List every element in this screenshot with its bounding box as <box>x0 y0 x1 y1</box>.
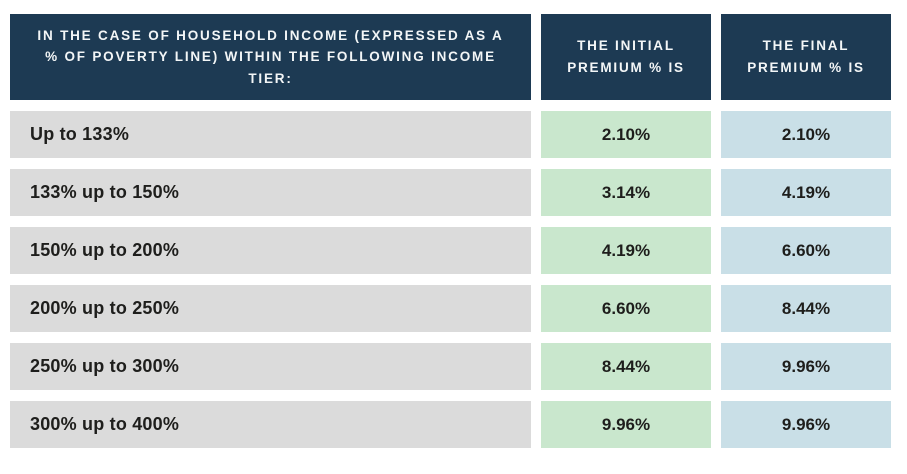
header-cell-initial-premium: THE INITIAL PREMIUM % IS <box>541 14 711 100</box>
table-row-2-final-cell: 6.60% <box>721 227 891 274</box>
table-row-3-initial-cell: 6.60% <box>541 285 711 332</box>
table-row-4-final-cell: 9.96% <box>721 343 891 390</box>
table-row-5-final-cell: 9.96% <box>721 401 891 448</box>
table-row-4-initial-cell: 8.44% <box>541 343 711 390</box>
header-cell-income-tier: IN THE CASE OF HOUSEHOLD INCOME (EXPRESS… <box>10 14 531 100</box>
table-row-2-tier-cell: 150% up to 200% <box>10 227 531 274</box>
table-row-5-tier-cell: 300% up to 400% <box>10 401 531 448</box>
table-row-3-tier-cell: 200% up to 250% <box>10 285 531 332</box>
premium-table: IN THE CASE OF HOUSEHOLD INCOME (EXPRESS… <box>10 14 891 448</box>
table-row-0-initial-cell: 2.10% <box>541 111 711 158</box>
table-row-3-final-cell: 8.44% <box>721 285 891 332</box>
table-row-0-final-cell: 2.10% <box>721 111 891 158</box>
header-cell-final-premium: THE FINAL PREMIUM % IS <box>721 14 891 100</box>
table-row-0-tier-cell: Up to 133% <box>10 111 531 158</box>
table-row-2-initial-cell: 4.19% <box>541 227 711 274</box>
table-row-1-final-cell: 4.19% <box>721 169 891 216</box>
table-row-1-tier-cell: 133% up to 150% <box>10 169 531 216</box>
table-row-4-tier-cell: 250% up to 300% <box>10 343 531 390</box>
table-row-5-initial-cell: 9.96% <box>541 401 711 448</box>
table-row-1-initial-cell: 3.14% <box>541 169 711 216</box>
